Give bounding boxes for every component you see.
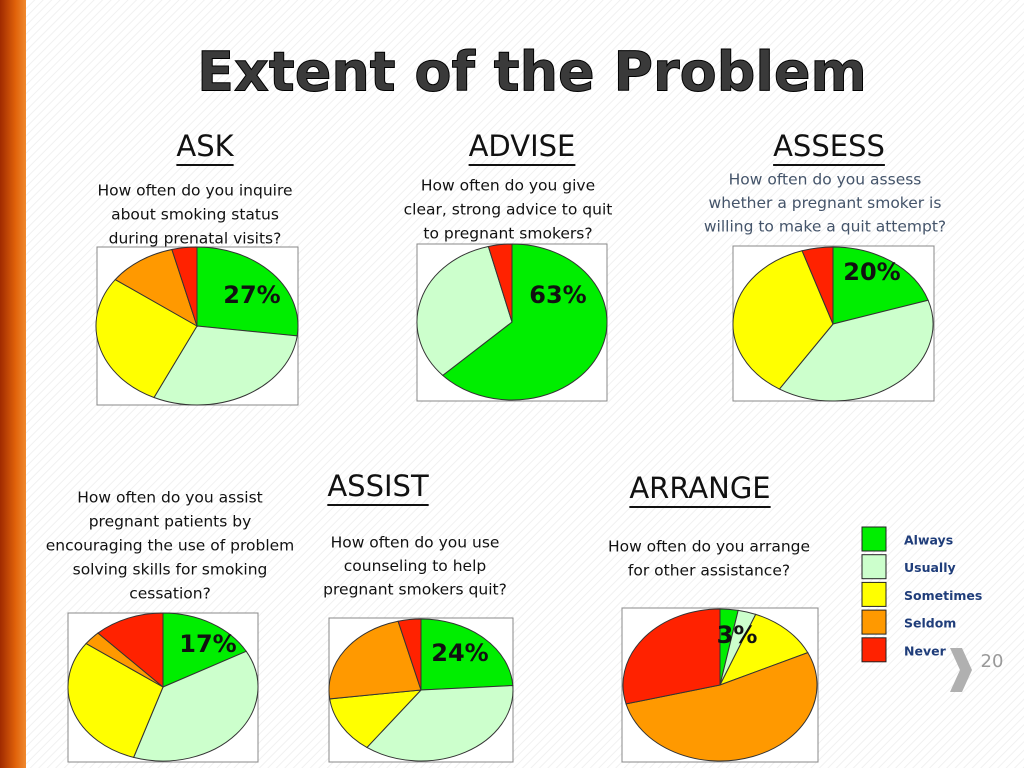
legend-label: Seldom xyxy=(904,616,956,631)
data-label: 17% xyxy=(179,630,236,658)
question-line: How often do you use xyxy=(331,534,500,552)
slide-number: 20 xyxy=(981,651,1004,672)
question-line: How often do you arrange xyxy=(608,538,810,556)
pie-slice xyxy=(801,246,834,325)
legend-swatch xyxy=(861,609,887,635)
question-line: How often do you assess xyxy=(729,171,922,189)
question-line: during prenatal visits? xyxy=(109,230,282,248)
legend-label: Sometimes xyxy=(904,588,982,603)
legend-swatch xyxy=(861,526,887,552)
legend-swatch xyxy=(861,637,887,663)
chart-title: ASSESS xyxy=(773,129,885,163)
pie-slice xyxy=(778,299,934,402)
question-line: whether a pregnant smoker is xyxy=(709,194,942,212)
pie-slice xyxy=(487,243,513,323)
question-line: How often do you give xyxy=(421,177,595,195)
pie-slice xyxy=(171,246,198,327)
pie-slice xyxy=(153,325,298,406)
pie-slice xyxy=(114,248,198,328)
data-label: 27% xyxy=(223,281,280,309)
question-line: pregnant patients by xyxy=(89,513,252,531)
legend-swatch xyxy=(861,554,887,580)
data-label: 20% xyxy=(843,258,900,286)
question-line: clear, strong advice to quit xyxy=(404,201,613,219)
pie-slice xyxy=(416,245,513,377)
question-line: for other assistance? xyxy=(628,562,790,580)
pie-slice xyxy=(397,618,422,691)
legend-label: Never xyxy=(904,643,947,658)
legend-label: Always xyxy=(904,533,953,548)
pie-slice xyxy=(329,689,423,749)
question-line: encouraging the use of problem xyxy=(46,537,295,555)
pie-slice xyxy=(162,612,248,688)
pie-slice xyxy=(732,250,834,390)
data-label: 63% xyxy=(529,281,586,309)
pie-slice xyxy=(832,246,929,325)
data-label: 3% xyxy=(717,621,758,649)
side-bar xyxy=(0,0,26,768)
pie-slice xyxy=(97,612,164,689)
chart-title: ASK xyxy=(176,129,234,163)
pie-slice xyxy=(95,278,198,399)
slide-title: Extent of the Problem xyxy=(197,41,867,104)
question-line: cessation? xyxy=(129,585,211,603)
chart-title: ARRANGE xyxy=(629,471,770,505)
question-line: solving skills for smoking xyxy=(73,561,268,579)
chevron xyxy=(950,648,972,692)
chart-title: ASSIST xyxy=(327,469,429,503)
question-line: How often do you inquire xyxy=(97,182,292,200)
pie-slice xyxy=(328,620,422,700)
question-line: about smoking status xyxy=(111,206,279,224)
pie-slice xyxy=(67,642,164,758)
legend-label: Usually xyxy=(904,560,956,575)
pie-slice xyxy=(718,613,809,686)
pie-slice xyxy=(420,618,514,691)
pie-slice xyxy=(622,608,721,705)
pie-slice xyxy=(366,685,514,762)
legend-swatch xyxy=(861,581,887,607)
question-line: willing to make a quit attempt? xyxy=(704,218,946,236)
data-label: 24% xyxy=(431,639,488,667)
question-line: How often do you assist xyxy=(77,489,263,507)
question-line: to pregnant smokers? xyxy=(423,225,592,243)
chart-title: ADVISE xyxy=(469,129,576,163)
pie-slice xyxy=(132,650,259,762)
pie-slice xyxy=(196,246,299,337)
pie-slice xyxy=(441,243,608,401)
question-line: pregnant smokers quit? xyxy=(323,581,507,599)
question-line: counseling to help xyxy=(344,557,486,575)
pie-slice xyxy=(625,652,818,762)
